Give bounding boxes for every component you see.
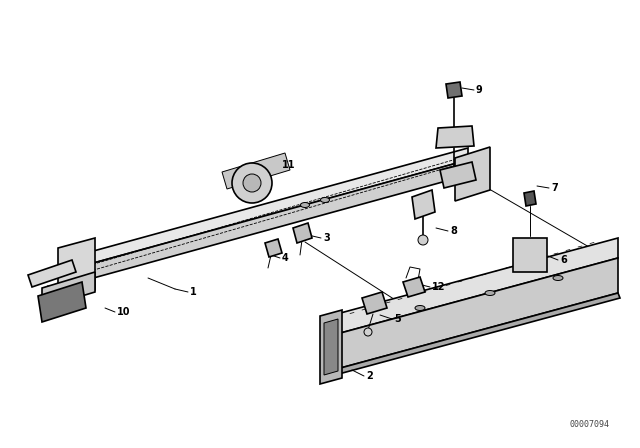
Polygon shape: [436, 126, 474, 148]
Polygon shape: [320, 310, 342, 384]
Ellipse shape: [301, 202, 310, 207]
Polygon shape: [293, 223, 312, 243]
Polygon shape: [58, 238, 95, 300]
Polygon shape: [68, 160, 468, 285]
Polygon shape: [513, 238, 547, 272]
Polygon shape: [440, 162, 476, 188]
Text: 11: 11: [282, 160, 296, 170]
Polygon shape: [455, 147, 490, 201]
Polygon shape: [68, 148, 468, 270]
Text: 12: 12: [432, 282, 445, 292]
Polygon shape: [265, 239, 282, 257]
Ellipse shape: [415, 306, 425, 310]
Ellipse shape: [485, 290, 495, 296]
Circle shape: [243, 174, 261, 192]
Polygon shape: [322, 258, 618, 373]
Polygon shape: [362, 292, 387, 314]
Polygon shape: [324, 319, 338, 375]
Text: 6: 6: [560, 255, 567, 265]
Ellipse shape: [321, 198, 330, 202]
Text: 5: 5: [394, 314, 401, 324]
Circle shape: [418, 235, 428, 245]
Text: 3: 3: [323, 233, 330, 243]
Polygon shape: [28, 260, 76, 287]
Ellipse shape: [553, 276, 563, 280]
Text: 00007094: 00007094: [570, 419, 610, 428]
Polygon shape: [38, 282, 86, 322]
Circle shape: [364, 328, 372, 336]
Polygon shape: [403, 277, 425, 297]
Polygon shape: [524, 191, 536, 206]
Text: 2: 2: [366, 371, 372, 381]
Polygon shape: [222, 153, 290, 189]
Text: 8: 8: [450, 226, 457, 236]
Text: 4: 4: [282, 253, 289, 263]
Polygon shape: [322, 293, 620, 378]
Text: 9: 9: [476, 85, 483, 95]
Polygon shape: [446, 82, 462, 98]
Polygon shape: [42, 272, 95, 308]
Text: 10: 10: [117, 307, 131, 317]
Text: 7: 7: [551, 183, 557, 193]
Text: 1: 1: [190, 287, 196, 297]
Polygon shape: [412, 190, 435, 219]
Polygon shape: [322, 238, 618, 338]
Circle shape: [232, 163, 272, 203]
